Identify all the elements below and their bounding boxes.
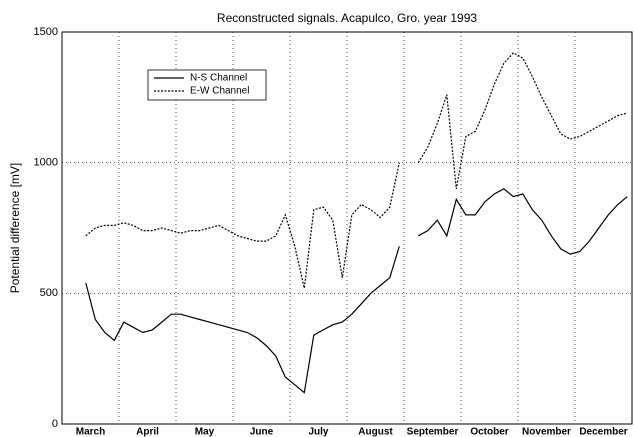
y-tick-label: 0 (52, 418, 58, 430)
x-tick-label: August (358, 427, 393, 437)
y-axis-label: Potential difference [mV] (8, 163, 22, 294)
x-tick-label: December (579, 427, 627, 437)
y-tick-label: 500 (40, 287, 58, 299)
x-tick-label: July (308, 427, 328, 437)
series-line (85, 52, 628, 289)
series-line (85, 188, 628, 394)
legend-box (147, 69, 267, 101)
chart-title: Reconstructed signals. Acapulco, Gro. ye… (217, 11, 477, 25)
x-tick-label: November (522, 427, 571, 437)
x-tick-label: October (470, 427, 508, 437)
x-tick-label: September (407, 427, 459, 437)
y-tick-label: 1000 (34, 157, 58, 169)
x-tick-label: May (195, 427, 215, 437)
legend-label: N-S Channel (190, 73, 247, 84)
x-tick-label: March (76, 427, 105, 437)
legend-label: E-W Channel (190, 86, 249, 97)
y-tick-label: 1500 (34, 26, 58, 38)
x-tick-label: April (136, 427, 159, 437)
x-tick-label: June (250, 427, 274, 437)
